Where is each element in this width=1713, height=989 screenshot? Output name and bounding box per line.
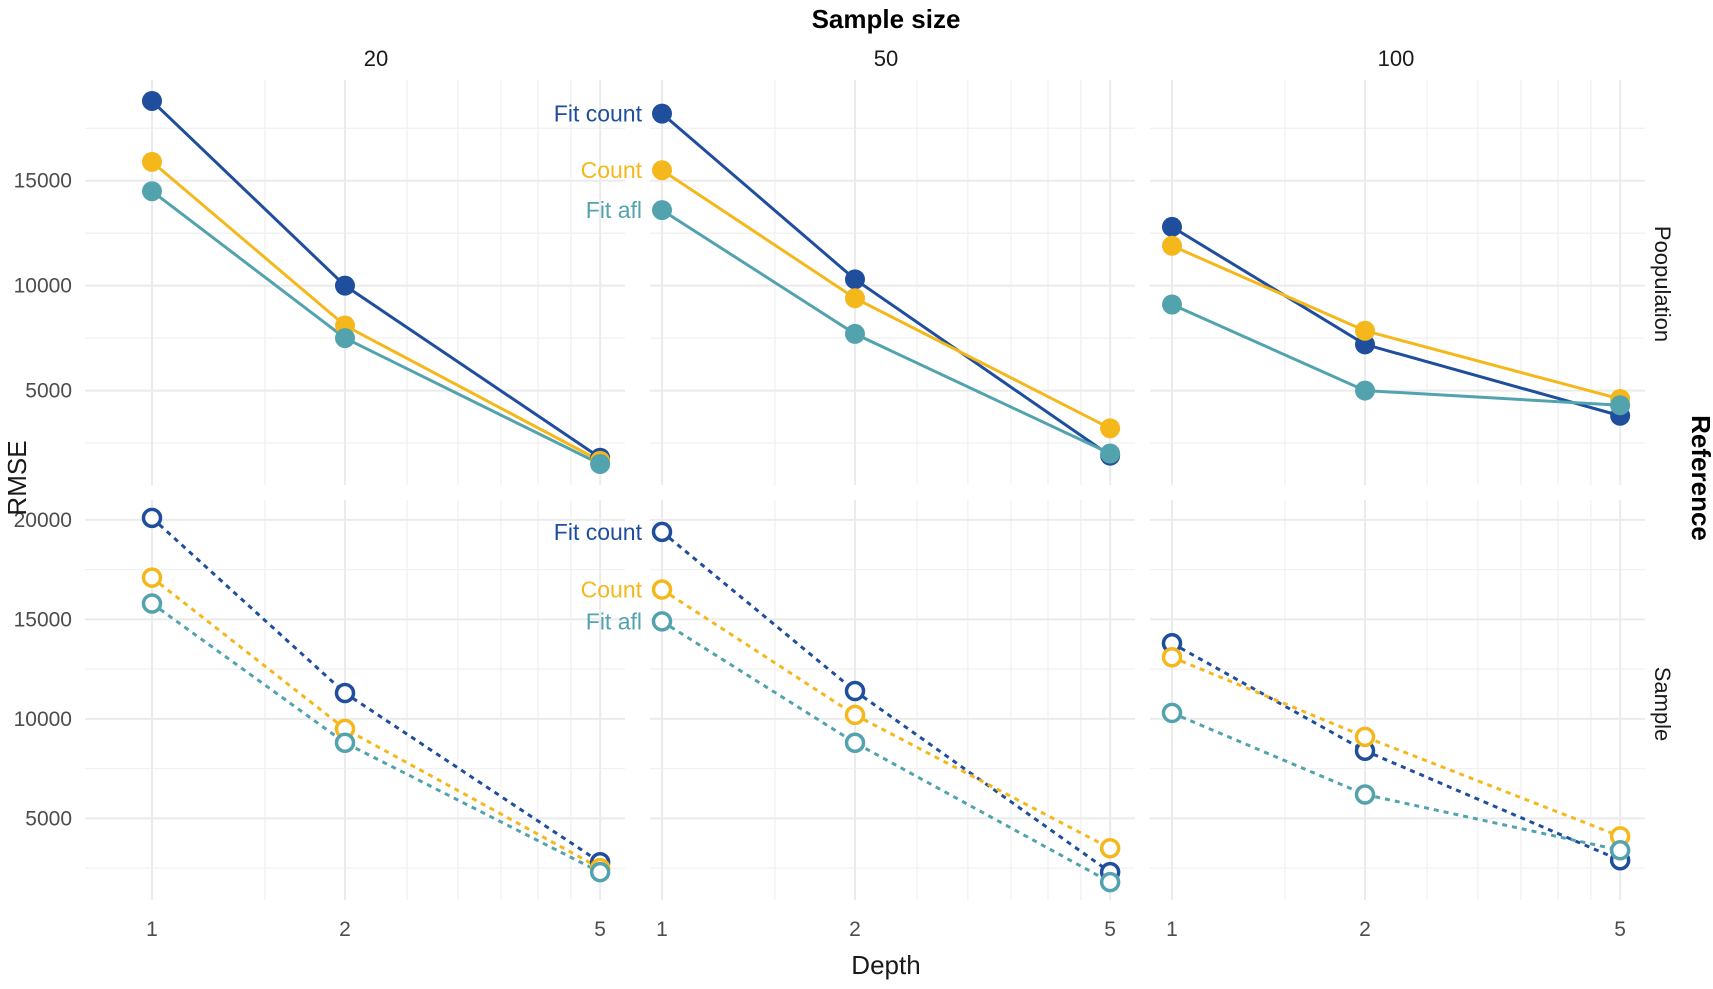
point-fit-count — [1162, 216, 1182, 237]
x-tick-label: 1 — [656, 918, 668, 941]
column-strip-label-20: 20 — [364, 46, 388, 71]
series-label-fit-count: Fit count — [554, 101, 643, 127]
series-line-count — [151, 576, 601, 870]
point-fit-count — [334, 682, 356, 704]
point-fit-count — [141, 507, 163, 529]
series-line-fit-count — [150, 99, 601, 459]
panel-poopulation-20: 5000 10000 15000 — [14, 80, 625, 485]
point-fit-afl — [1162, 294, 1182, 315]
point-fit-afl — [1355, 380, 1375, 401]
y-tick-label: 10000 — [14, 708, 72, 731]
series-label-count: Count — [581, 157, 643, 183]
point-count — [142, 151, 162, 172]
x-tick-label: 1 — [1166, 918, 1178, 941]
point-count — [651, 579, 673, 600]
x-tick-label: 2 — [849, 918, 861, 941]
point-fit-count — [845, 269, 865, 290]
series-line-fit-count — [1171, 641, 1621, 862]
series-line-fit-afl — [151, 602, 601, 874]
point-fit-afl — [1609, 839, 1631, 861]
x-tick-label: 5 — [594, 918, 606, 941]
point-fit-afl — [142, 181, 162, 202]
series-line-fit-afl — [661, 620, 1111, 884]
y-tick-label: 15000 — [14, 608, 72, 631]
point-fit-count — [652, 103, 672, 124]
panel-sample-100: 1 2 5 — [1150, 500, 1645, 941]
row-strip-label-population: Poopulation — [1650, 226, 1675, 342]
point-fit-afl — [1610, 395, 1631, 416]
point-count — [1100, 418, 1121, 439]
series-line-fit-count — [1171, 225, 1621, 418]
x-tick-label: 5 — [1104, 918, 1116, 941]
point-fit-afl — [845, 323, 865, 344]
point-count — [141, 567, 163, 588]
y-tick-label: 5000 — [25, 807, 72, 830]
point-fit-afl — [334, 732, 356, 754]
series-line-fit-count — [661, 530, 1112, 874]
point-fit-count — [844, 680, 866, 702]
panel-sample-20: 5000 10000 15000 20000 1 2 5 — [14, 500, 625, 941]
series-label-fit-afl: Fit afl — [586, 608, 642, 634]
y-tick-label: 5000 — [25, 380, 72, 403]
point-fit-afl — [1161, 702, 1183, 724]
point-fit-count — [142, 90, 162, 111]
column-strip-label-50: 50 — [874, 46, 898, 71]
point-fit-count — [651, 521, 673, 543]
column-strip-label-100: 100 — [1378, 46, 1415, 71]
y-axis-title: RMSE — [2, 440, 32, 515]
point-fit-afl — [1354, 784, 1376, 805]
point-count — [1161, 646, 1183, 668]
row-strip-title: Reference — [1686, 415, 1713, 541]
x-axis-title: Depth — [851, 950, 920, 980]
series-line-fit-afl — [151, 190, 601, 466]
panel-sample-50: 1 2 5 Fit count Count Fit afl — [554, 500, 1135, 941]
x-tick-label: 2 — [339, 918, 351, 941]
row-strip-label-sample: Sample — [1650, 667, 1675, 742]
point-fit-afl — [590, 454, 611, 475]
series-line-fit-afl — [1171, 711, 1621, 852]
point-count — [652, 160, 672, 181]
point-count — [844, 704, 866, 726]
panel-poopulation-50: Fit count Count Fit afl — [554, 80, 1135, 485]
point-fit-afl — [141, 593, 163, 614]
y-tick-label: 20000 — [14, 509, 72, 532]
series-line-count — [151, 160, 601, 463]
point-count — [1355, 320, 1375, 341]
series-line-count — [1171, 655, 1621, 838]
point-count — [1099, 838, 1121, 859]
x-tick-label: 1 — [146, 918, 158, 941]
series-line-fit-count — [661, 112, 1111, 457]
point-fit-count — [335, 275, 355, 296]
x-tick-label: 2 — [1359, 918, 1371, 941]
series-line-fit-afl — [661, 208, 1111, 455]
point-fit-afl — [1099, 871, 1121, 893]
series-label-fit-count: Fit count — [554, 519, 643, 545]
y-tick-label: 10000 — [14, 275, 72, 298]
point-fit-afl — [844, 732, 866, 754]
point-fit-afl — [651, 611, 673, 632]
panels-layer: 5000 10000 15000 Fit count Count Fit afl 5000 1… — [14, 80, 1645, 941]
panel-poopulation-100 — [1150, 80, 1645, 485]
point-fit-afl — [652, 200, 672, 221]
point-fit-afl — [589, 861, 611, 883]
column-strip-title: Sample size — [812, 4, 961, 34]
x-tick-label: 5 — [1614, 918, 1626, 941]
point-count — [1354, 726, 1376, 748]
series-label-fit-afl: Fit afl — [586, 197, 642, 223]
point-count — [1162, 235, 1182, 256]
point-fit-afl — [335, 328, 355, 349]
series-label-count: Count — [581, 577, 643, 603]
point-fit-afl — [1100, 443, 1121, 464]
point-count — [845, 288, 865, 309]
y-tick-label: 15000 — [14, 170, 72, 193]
